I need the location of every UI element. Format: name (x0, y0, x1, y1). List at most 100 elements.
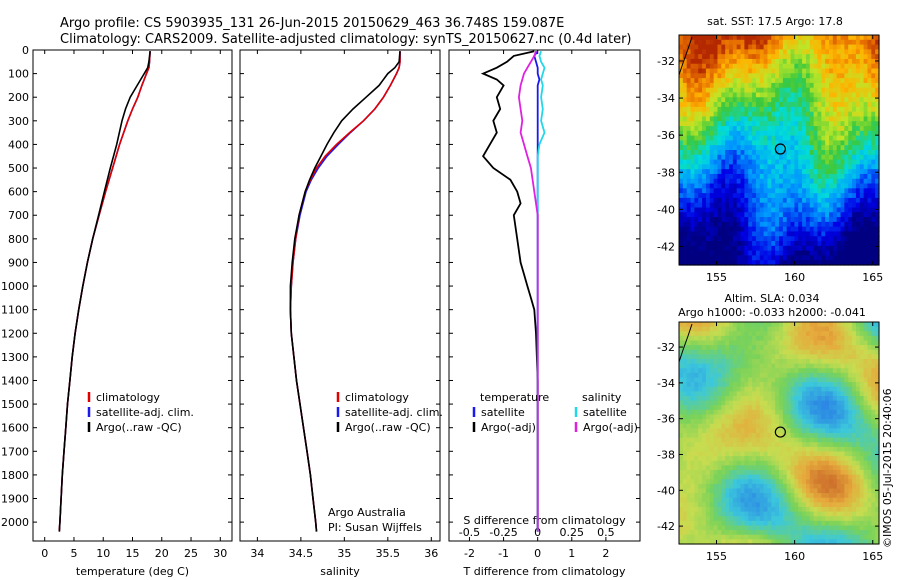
sst-map-cell (752, 102, 757, 108)
sst-map-cell (725, 49, 730, 55)
sst-map-cell (755, 73, 761, 79)
sla-map-cell (767, 368, 772, 374)
sla-map-cell (863, 497, 869, 503)
sst-map-cell (694, 145, 699, 151)
sst-map-cell (709, 202, 715, 209)
sst-map-cell (748, 178, 753, 185)
sla-map-cell (740, 396, 745, 402)
sst-map-cell (736, 49, 742, 55)
sla-map-cell (752, 451, 757, 457)
sst-map-cell (794, 241, 799, 247)
sla-map-cell (794, 391, 799, 397)
sst-map-cell (859, 193, 865, 199)
sst-map-cell (713, 54, 719, 60)
sst-map-cell (829, 121, 834, 127)
sla-map-cell (805, 391, 811, 397)
sla-map-cell (875, 428, 880, 434)
sst-map-cell (686, 63, 692, 70)
sst-map-cell (852, 35, 857, 41)
sla-map-cell (813, 516, 819, 522)
sst-map-cell (690, 106, 695, 113)
sst-map-cell (709, 35, 715, 41)
sla-map-cell (705, 405, 711, 411)
sst-map-cell (794, 260, 799, 266)
sla-map-cell (840, 372, 845, 379)
sla-map-cell (786, 359, 792, 365)
sst-map-cell (763, 250, 769, 257)
sst-map-cell (752, 202, 757, 209)
sst-map-cell (721, 121, 726, 127)
sst-map-cell (729, 145, 734, 151)
sst-map-cell (740, 207, 745, 213)
sla-map-cell (721, 414, 726, 420)
sst-map-cell (698, 135, 703, 142)
sla-map-cell (748, 511, 753, 517)
sst-map-cell (717, 236, 722, 242)
sla-map-cell (832, 442, 838, 448)
sla-map-cell (709, 382, 715, 388)
sla-map-cell (717, 400, 722, 406)
sla-map-cell (821, 372, 826, 379)
sst-map-cell (825, 193, 830, 199)
sla-map-cell (855, 386, 861, 392)
sla-map-cell (871, 488, 876, 494)
sst-map-cell (790, 92, 795, 98)
sla-map-cell (867, 345, 872, 351)
sst-map-cell (790, 164, 795, 170)
sst-map-cell (698, 68, 703, 74)
sla-map-cell (821, 359, 826, 365)
sst-map-cell (844, 245, 849, 252)
sst-map-cell (790, 212, 795, 218)
sst-map-cell (702, 150, 707, 156)
sla-map-cell (775, 483, 780, 490)
sst-map-cell (732, 183, 738, 189)
diff-legend-label: satellite (481, 406, 525, 419)
sst-map-cell (759, 193, 765, 199)
sla-map-cell (863, 377, 869, 383)
sst-map-cell (740, 193, 745, 199)
sst-map-cell (755, 49, 761, 55)
sst-map-cell (867, 188, 872, 194)
sla-map-cell (782, 322, 788, 328)
sst-map-cell (682, 68, 688, 74)
sst-map-cell (832, 68, 838, 74)
sla-map-cell (802, 497, 807, 503)
sla-map-cell (813, 326, 819, 332)
sla-map-cell (702, 391, 707, 397)
sla-map-cell (855, 479, 861, 485)
sla-map-cell (782, 349, 788, 355)
sla-map-cell (786, 446, 792, 453)
sla-map-cell (763, 502, 769, 508)
sst-map-cell (775, 236, 780, 242)
sla-map-cell (790, 465, 795, 471)
sst-map-cell (755, 35, 761, 41)
sla-map-cell (694, 446, 699, 453)
sst-map-cell (740, 231, 745, 237)
sst-map-cell (867, 140, 872, 146)
sla-map-cell (694, 437, 699, 443)
sst-map-cell (767, 207, 772, 213)
sla-map-cell (863, 349, 869, 355)
sst-map-cell (771, 231, 776, 237)
sla-map-cell (821, 511, 826, 517)
sst-map-cell (813, 241, 819, 247)
sla-map-cell (717, 391, 722, 397)
sla-map-cell (859, 349, 865, 355)
sst-map-cell (748, 150, 753, 156)
sla-map-cell (790, 437, 795, 443)
sst-map-cell (682, 82, 688, 89)
sla-map-cell (786, 382, 792, 388)
sla-map-cell (786, 423, 792, 429)
sst-map-ytick-label: -42 (657, 240, 675, 253)
sla-map-cell (729, 400, 734, 406)
sla-map-cell (798, 493, 803, 499)
sla-map-cell (763, 433, 769, 439)
sst-map-xtick-label: 165 (862, 271, 883, 284)
sst-map-cell (702, 78, 707, 84)
sst-map-cell (867, 44, 872, 50)
sst-map-cell (755, 44, 761, 50)
sst-map-cell (732, 159, 738, 165)
sst-map-cell (725, 169, 730, 175)
sla-map-cell (740, 340, 745, 346)
sst-map-cell (679, 97, 684, 103)
